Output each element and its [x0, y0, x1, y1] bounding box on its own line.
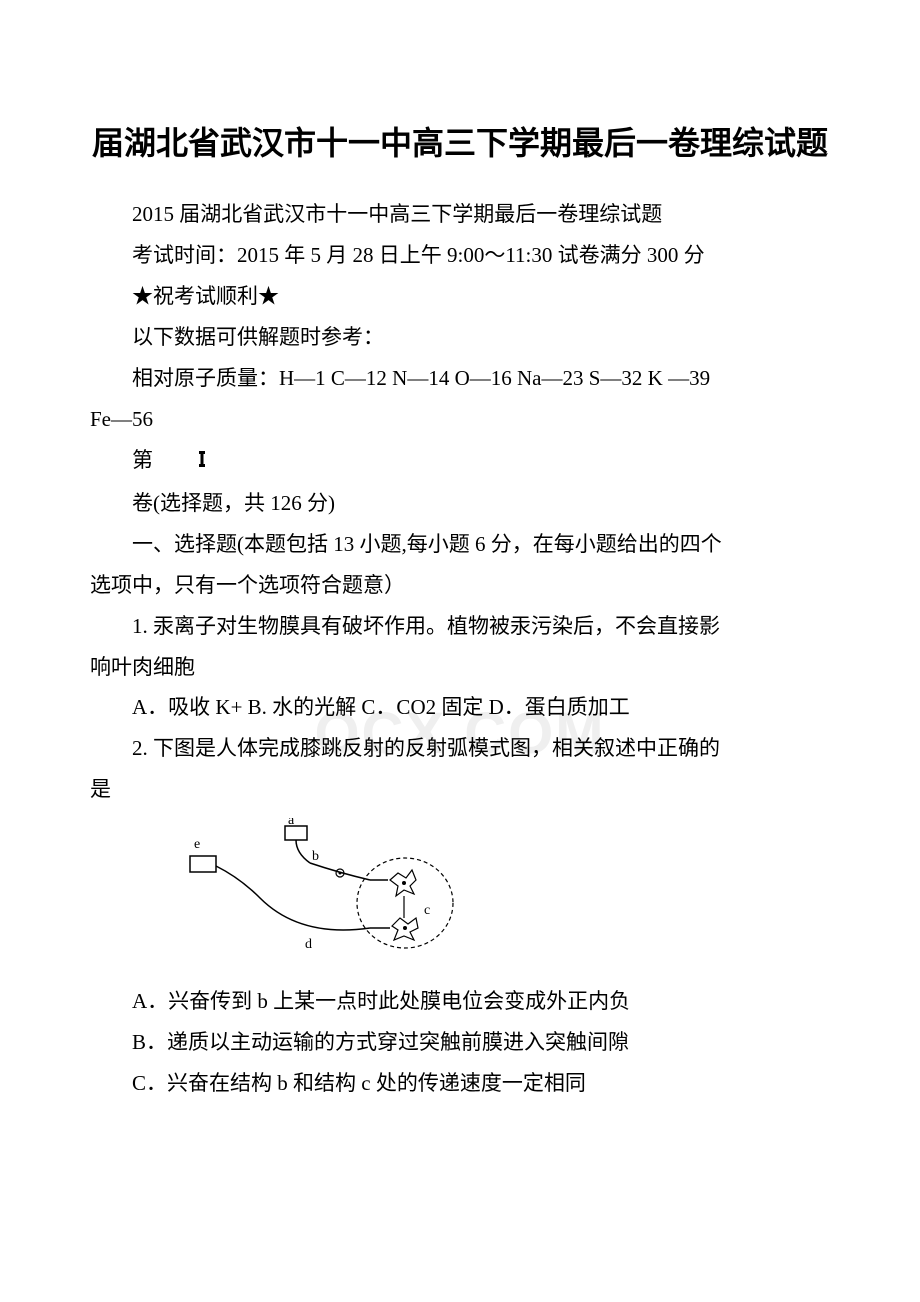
question-2-option-a: A．兴奋传到 b 上某一点时此处膜电位会变成外正内负 [90, 981, 830, 1022]
question-1-b: 响叶肉细胞 [90, 647, 830, 688]
section-instructions-a: 一、选择题(本题包括 13 小题,每小题 6 分，在每小题给出的四个 [90, 524, 830, 565]
roman-one-icon [153, 442, 209, 483]
section-prefix: 第 [90, 440, 830, 483]
diagram-label-b: b [312, 849, 319, 864]
subtitle-line: 2015 届湖北省武汉市十一中高三下学期最后一卷理综试题 [90, 194, 830, 235]
atomic-mass-line-b: Fe—56 [90, 399, 830, 440]
question-1-options: A．吸收 K+ B. 水的光解 C．CO2 固定 D．蛋白质加工 [90, 687, 830, 728]
atomic-mass-line-a: 相对原子质量：H—1 C—12 N—14 O—16 Na—23 S—32 K —… [90, 358, 830, 399]
section-suffix: 卷(选择题，共 126 分) [90, 483, 830, 524]
diagram-label-e: e [194, 837, 200, 852]
question-1-a: 1. 汞离子对生物膜具有破坏作用。植物被汞污染后，不会直接影 [90, 606, 830, 647]
question-2-option-c: C．兴奋在结构 b 和结构 c 处的传递速度一定相同 [90, 1063, 830, 1104]
question-2-a: 2. 下图是人体完成膝跳反射的反射弧模式图，相关叙述中正确的 [90, 728, 830, 769]
diagram-label-d: d [305, 937, 312, 952]
section-prefix-text: 第 [132, 448, 153, 472]
good-luck-line: ★祝考试顺利★ [90, 276, 830, 317]
section-instructions-b: 选项中，只有一个选项符合题意） [90, 565, 830, 606]
reflex-arc-diagram: e a b d [180, 818, 830, 973]
exam-time-line: 考试时间：2015 年 5 月 28 日上午 9:00～11:30 试卷满分 3… [90, 235, 830, 276]
diagram-label-c: c [424, 903, 430, 918]
reference-intro: 以下数据可供解题时参考： [90, 317, 830, 358]
document-title: 届湖北省武汉市十一中高三下学期最后一卷理综试题 [90, 121, 830, 166]
diagram-label-a: a [288, 818, 295, 828]
question-2-option-b: B．递质以主动运输的方式穿过突触前膜进入突触间隙 [90, 1022, 830, 1063]
question-2-b: 是 [90, 769, 830, 810]
